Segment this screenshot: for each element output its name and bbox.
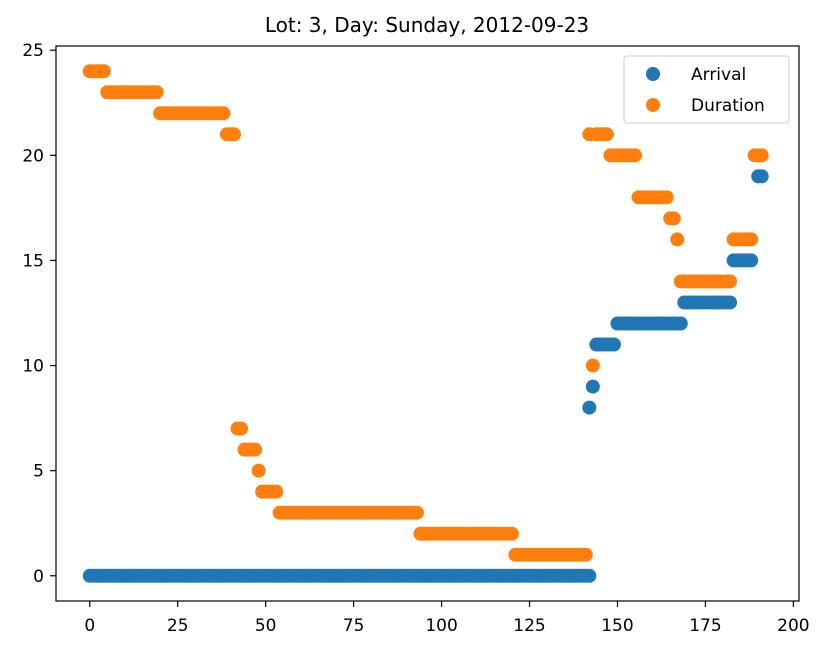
- x-tick-label: 0: [84, 616, 95, 636]
- x-tick-label: 175: [689, 616, 721, 636]
- x-tick-label: 50: [255, 616, 277, 636]
- y-tick-label: 20: [22, 146, 44, 166]
- data-point-duration: [628, 148, 643, 163]
- data-point-arrival: [754, 169, 769, 184]
- data-point-duration: [670, 232, 685, 247]
- data-point-arrival: [723, 295, 738, 310]
- y-tick-label: 5: [33, 462, 44, 482]
- data-point-arrival: [673, 316, 688, 331]
- y-tick-label: 15: [22, 251, 44, 271]
- data-point-duration: [409, 505, 424, 520]
- legend-marker-duration: [646, 98, 660, 112]
- legend: Arrival Duration: [623, 55, 790, 124]
- x-axis: 0 25 50 75 100 125 150 175 200: [84, 601, 810, 636]
- data-point-duration: [578, 547, 593, 562]
- legend-box: [623, 55, 790, 124]
- y-tick-label: 10: [22, 357, 44, 377]
- data-point-arrival: [744, 253, 759, 268]
- y-tick-label: 0: [33, 567, 44, 587]
- x-tick-label: 25: [167, 616, 189, 636]
- legend-label-arrival: Arrival: [691, 65, 746, 85]
- chart-title: Lot: 3, Day: Sunday, 2012-09-23: [265, 13, 589, 37]
- x-tick-label: 75: [343, 616, 365, 636]
- x-tick-label: 150: [601, 616, 633, 636]
- data-point-duration: [754, 148, 769, 163]
- data-point-duration: [251, 463, 266, 478]
- x-tick-label: 100: [425, 616, 457, 636]
- data-point-duration: [666, 211, 681, 226]
- data-point-duration: [234, 421, 249, 436]
- legend-label-duration: Duration: [691, 96, 765, 116]
- x-tick-label: 200: [777, 616, 809, 636]
- data-point-arrival: [582, 400, 597, 415]
- x-tick-label: 125: [513, 616, 545, 636]
- points-layer: [82, 64, 769, 583]
- data-point-duration: [216, 106, 231, 121]
- data-point-duration: [96, 64, 111, 79]
- data-point-arrival: [585, 379, 600, 394]
- series-duration: [82, 64, 769, 562]
- plot-frame: [55, 45, 800, 602]
- data-point-duration: [269, 484, 284, 499]
- data-point-arrival: [582, 568, 597, 583]
- data-point-duration: [659, 190, 674, 205]
- data-point-duration: [149, 85, 164, 100]
- series-arrival: [82, 169, 769, 583]
- data-point-duration: [599, 127, 614, 142]
- legend-marker-arrival: [646, 67, 660, 81]
- data-point-duration: [504, 526, 519, 541]
- data-point-duration: [248, 442, 263, 457]
- data-point-arrival: [606, 337, 621, 352]
- data-point-duration: [723, 274, 738, 289]
- data-point-duration: [585, 358, 600, 373]
- y-tick-label: 25: [22, 41, 44, 61]
- data-point-duration: [227, 127, 242, 142]
- y-axis: 0 5 10 15 20 25: [22, 41, 56, 587]
- data-point-duration: [744, 232, 759, 247]
